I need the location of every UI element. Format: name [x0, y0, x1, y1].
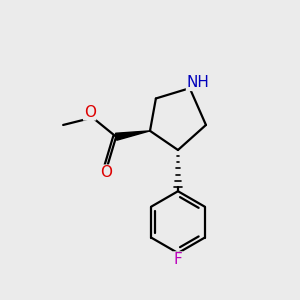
- Polygon shape: [116, 131, 150, 140]
- Text: F: F: [174, 252, 182, 267]
- Text: O: O: [100, 165, 112, 180]
- Text: NH: NH: [187, 75, 209, 90]
- Text: O: O: [84, 105, 96, 120]
